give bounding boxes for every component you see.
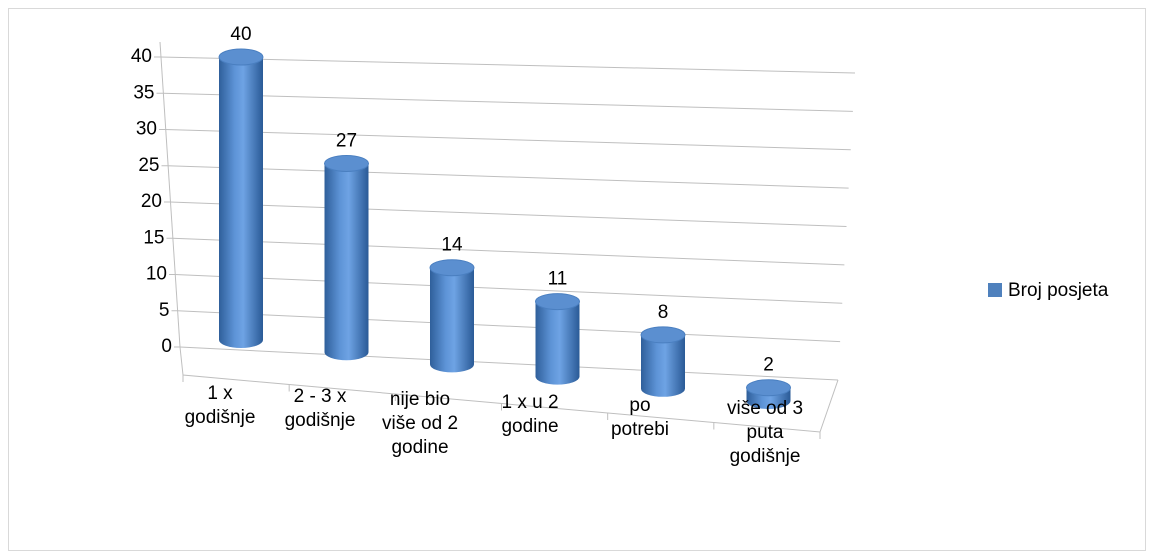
chart-border <box>8 8 1146 551</box>
grid-line <box>167 165 849 189</box>
bar-top <box>746 379 791 397</box>
y-tick-label: 10 <box>146 264 167 285</box>
data-label: 14 <box>441 235 463 256</box>
grid-line <box>162 92 853 112</box>
y-tick-label: 40 <box>131 46 152 67</box>
data-label: 8 <box>658 302 669 323</box>
grid-line <box>177 310 841 343</box>
data-label: 2 <box>763 355 774 376</box>
y-tick-label: 20 <box>141 191 162 212</box>
y-tick-label: 0 <box>161 336 172 357</box>
x-tick-label: više od 3 puta godišnje <box>726 398 804 467</box>
legend-swatch <box>988 283 1002 297</box>
bar-top <box>535 293 580 311</box>
y-tick-label: 30 <box>136 119 157 140</box>
y-tick-label: 25 <box>138 155 159 176</box>
x-tick-label: nije bio više od 2 godine <box>381 389 459 458</box>
grid-line <box>179 346 839 381</box>
bar <box>640 326 686 397</box>
x-tick-label: 2 - 3 x godišnje <box>284 386 356 431</box>
bar-body <box>641 334 685 397</box>
bar-body <box>324 163 369 361</box>
legend-label: Broj posjeta <box>1008 280 1109 301</box>
y-tick-label: 15 <box>143 227 164 248</box>
y-tick-label: 5 <box>159 300 170 321</box>
bar-body <box>535 301 580 385</box>
grid-line <box>172 237 845 266</box>
y-tick-label: 35 <box>133 82 154 103</box>
x-tick-label: 1 x godišnje <box>184 383 256 428</box>
bar-top <box>429 259 475 277</box>
bar <box>324 154 369 361</box>
bar <box>746 379 791 409</box>
bar-top <box>324 154 369 172</box>
bar-top <box>218 48 264 66</box>
x-tick-label: po potrebi <box>610 395 670 440</box>
data-label: 40 <box>230 24 251 45</box>
grid-line <box>164 129 851 151</box>
bar-body <box>430 267 474 373</box>
bar-body <box>219 57 263 348</box>
grid-line <box>169 201 847 227</box>
bar <box>429 259 475 373</box>
grid-line <box>174 274 843 304</box>
x-tick-label: 1 x u 2 godine <box>501 392 559 437</box>
data-label: 11 <box>548 269 568 290</box>
bar <box>218 48 264 348</box>
bar-top <box>640 326 686 344</box>
grid-line <box>159 56 856 74</box>
bar <box>535 293 580 385</box>
data-label: 27 <box>336 130 357 151</box>
